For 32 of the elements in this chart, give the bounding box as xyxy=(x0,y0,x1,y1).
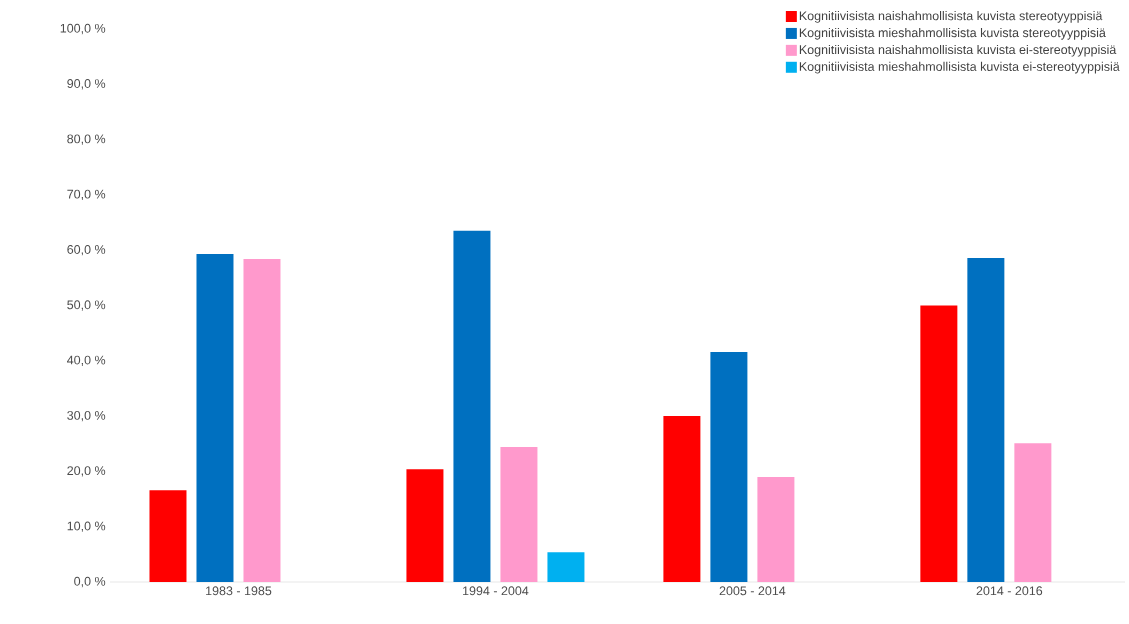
bar xyxy=(196,254,234,582)
y-tick-label: 80,0 % xyxy=(67,134,106,145)
bar xyxy=(547,552,585,582)
y-tick-label: 0,0 % xyxy=(74,576,106,588)
y-tick-label: 40,0 % xyxy=(67,355,106,366)
y-tick-label: 70,0 % xyxy=(67,189,106,201)
y-tick-label: 20,0 % xyxy=(67,466,106,477)
bar xyxy=(663,416,701,582)
y-tick-label: 10,0 % xyxy=(67,521,106,532)
legend-label: Kognitiivisista mieshahmollisista kuvista stereotyyppisiä xyxy=(799,27,1106,40)
y-tick-label: 60,0 % xyxy=(67,245,106,256)
bar xyxy=(243,259,281,582)
bar xyxy=(406,469,444,582)
bar xyxy=(453,230,491,582)
x-tick-label: 2014 - 2016 xyxy=(976,586,1043,596)
y-tick-label: 90,0 % xyxy=(67,79,106,90)
legend-label: Kognitiivisista naishahmollisista kuvista ei-stereotyyppisiä xyxy=(799,44,1117,57)
bar xyxy=(967,257,1005,582)
bar xyxy=(757,476,795,582)
bar xyxy=(920,305,958,582)
y-tick-label: 50,0 % xyxy=(67,300,106,311)
y-tick-label: 30,0 % xyxy=(67,410,106,422)
bar xyxy=(500,447,538,582)
bar xyxy=(149,490,187,582)
legend-label: Kognitiivisista mieshahmollisista kuvista ei-stereotyyppisiä xyxy=(799,61,1120,74)
bar xyxy=(710,351,748,582)
bar xyxy=(1014,443,1052,582)
x-tick-label: 2005 - 2014 xyxy=(719,586,786,596)
x-tick-label: 1983 - 1985 xyxy=(206,586,272,596)
y-tick-label: 100,0 % xyxy=(60,23,106,35)
x-tick-label: 1994 - 2004 xyxy=(463,586,529,596)
legend-label: Kognitiivisista naishahmollisista kuvista stereotyyppisiä xyxy=(799,11,1103,23)
